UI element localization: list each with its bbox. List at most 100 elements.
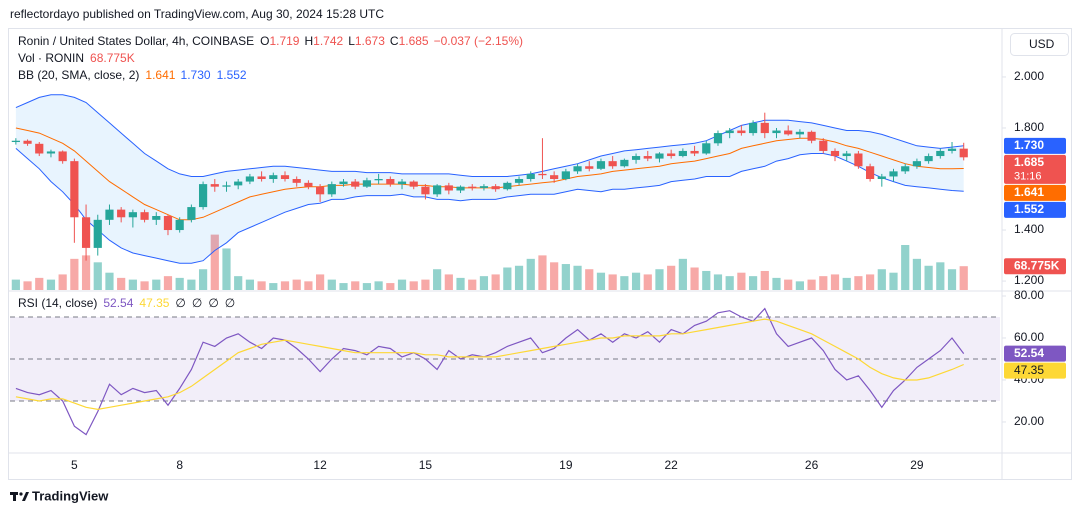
rsi-extra: ∅ bbox=[175, 296, 185, 310]
volume-bar bbox=[93, 262, 102, 290]
candle-body bbox=[187, 207, 196, 220]
candle-body bbox=[655, 153, 664, 159]
candle-body bbox=[327, 184, 336, 195]
candle-body bbox=[362, 180, 372, 187]
price-change: −0.037 (−2.15%) bbox=[434, 34, 523, 48]
tradingview-logo bbox=[10, 492, 29, 501]
footer-brand: TradingView bbox=[32, 488, 109, 503]
rsi-line bbox=[15, 318, 964, 411]
volume-bar bbox=[550, 262, 559, 290]
volume-bar bbox=[807, 279, 816, 290]
candle-body bbox=[444, 185, 453, 191]
candle-body bbox=[245, 176, 254, 182]
candle-body bbox=[339, 181, 348, 185]
volume-bar bbox=[737, 272, 746, 290]
volume-legend: Vol · RONIN 68.775K bbox=[18, 51, 135, 65]
volume-bar bbox=[690, 267, 699, 290]
candle-body bbox=[561, 171, 570, 180]
candle-body bbox=[631, 156, 641, 160]
volume-bar bbox=[491, 274, 500, 290]
y-tick-label: 80.00 bbox=[1014, 288, 1044, 302]
candle-body bbox=[503, 182, 512, 190]
candle-body bbox=[351, 181, 360, 187]
volume-bar bbox=[257, 281, 266, 290]
candle-body bbox=[573, 166, 582, 172]
main-layer bbox=[11, 94, 968, 436]
volume-bar bbox=[280, 281, 290, 290]
candle-body bbox=[854, 153, 863, 167]
candle-body bbox=[702, 143, 711, 154]
volume-bar bbox=[596, 272, 606, 290]
candle-body bbox=[128, 212, 137, 218]
volume-bar bbox=[631, 272, 641, 290]
price-tag-label: 1.641 bbox=[1014, 185, 1044, 199]
candle-body bbox=[46, 151, 56, 154]
candle-body bbox=[924, 156, 933, 162]
volume-bar bbox=[433, 269, 442, 290]
volume-bar bbox=[643, 274, 652, 290]
volume-bar bbox=[585, 269, 594, 290]
y-tick-label: 1.400 bbox=[1014, 222, 1044, 236]
rsi-legend: RSI (14, close) 52.54 47.35 ∅ ∅ ∅ ∅ bbox=[18, 296, 235, 310]
candle-body bbox=[901, 166, 910, 172]
series-legend: Ronin / United States Dollar, 4h, COINBA… bbox=[18, 34, 523, 48]
candle-body bbox=[959, 148, 968, 158]
price-tag bbox=[1004, 154, 1066, 184]
y-tick-label: 1.200 bbox=[1014, 273, 1044, 287]
volume-bar bbox=[468, 279, 477, 290]
volume-bar bbox=[175, 277, 184, 290]
volume-bar bbox=[421, 279, 430, 290]
rsi-tag-label: 47.35 bbox=[1014, 363, 1044, 377]
volume-bar bbox=[795, 281, 804, 290]
volume-name: Vol · RONIN bbox=[18, 51, 84, 65]
volume-bar bbox=[784, 279, 793, 290]
candle-body bbox=[409, 181, 418, 187]
candle-body bbox=[163, 216, 173, 231]
candle-body bbox=[737, 130, 746, 134]
currency-button[interactable] bbox=[1010, 33, 1069, 56]
candle-body bbox=[280, 175, 290, 180]
candle-body bbox=[140, 212, 149, 220]
bollinger-legend: BB (20, SMA, close, 2) 1.641 1.730 1.552 bbox=[18, 68, 247, 82]
volume-bar bbox=[725, 276, 734, 290]
volume-bar bbox=[386, 283, 395, 290]
volume-bar bbox=[479, 276, 489, 290]
logo-part bbox=[13, 492, 16, 501]
volume-bar bbox=[339, 283, 348, 290]
volume-bar bbox=[58, 274, 67, 290]
x-tick-label: 19 bbox=[559, 458, 573, 472]
volume-bar bbox=[163, 276, 173, 290]
candle-body bbox=[316, 186, 325, 195]
candle-body bbox=[866, 166, 875, 180]
volume-bar bbox=[561, 264, 570, 290]
x-tick-label: 12 bbox=[313, 458, 327, 472]
rsi-title: RSI (14, close) bbox=[18, 296, 97, 310]
candle-body bbox=[620, 159, 629, 167]
volume-bar bbox=[187, 279, 196, 290]
candle-body bbox=[175, 219, 184, 231]
volume-bar bbox=[245, 279, 254, 290]
volume-bar bbox=[514, 265, 524, 290]
volume-bar bbox=[456, 277, 465, 290]
currency-label: USD bbox=[1029, 37, 1055, 51]
volume-bar bbox=[830, 274, 840, 290]
candle-body bbox=[713, 133, 723, 144]
y-tick-label: 1.800 bbox=[1014, 120, 1044, 134]
x-tick-label: 26 bbox=[805, 458, 819, 472]
ohlc-prefix: L bbox=[348, 34, 355, 48]
volume-bar bbox=[409, 281, 418, 290]
candle-body bbox=[936, 150, 945, 157]
chart-frame bbox=[8, 28, 1072, 480]
candle-body bbox=[725, 130, 734, 134]
candle-body bbox=[468, 186, 477, 188]
volume-bar bbox=[46, 279, 56, 290]
volume-bar bbox=[374, 281, 383, 290]
volume-tag-label: 68.775K bbox=[1014, 258, 1060, 272]
volume-bar bbox=[959, 266, 968, 290]
price-tag bbox=[1004, 201, 1066, 218]
candle-body bbox=[585, 166, 594, 169]
volume-bar bbox=[936, 262, 945, 290]
volume-bar bbox=[901, 245, 910, 290]
candle-body bbox=[152, 216, 161, 220]
volume-bar bbox=[70, 258, 79, 290]
